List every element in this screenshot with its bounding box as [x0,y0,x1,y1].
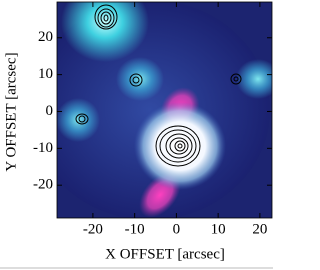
y-tick-label: 10 [38,66,53,82]
y-axis-label: Y OFFSET [arcsec] [3,52,19,171]
x-tick-label: -10 [125,221,145,237]
chart: X OFFSET [arcsec] Y OFFSET [arcsec] -20 -… [0,1,273,269]
y-tick-label: -10 [33,140,53,156]
plot-frame [56,1,273,219]
contours [75,4,242,167]
y-tick-label: 0 [46,103,54,119]
image [57,2,272,218]
x-tick-label: 20 [252,221,267,237]
y-tick-label: 20 [38,29,53,45]
page: {"chart_data": {"type": "image", "x_labe… [0,0,273,270]
y-tick-label: -20 [33,177,53,193]
x-tick-label: -20 [83,221,103,237]
x-tick-label: 10 [211,221,226,237]
x-tick-label: 0 [173,221,181,237]
x-axis-label: X OFFSET [arcsec] [105,246,225,262]
